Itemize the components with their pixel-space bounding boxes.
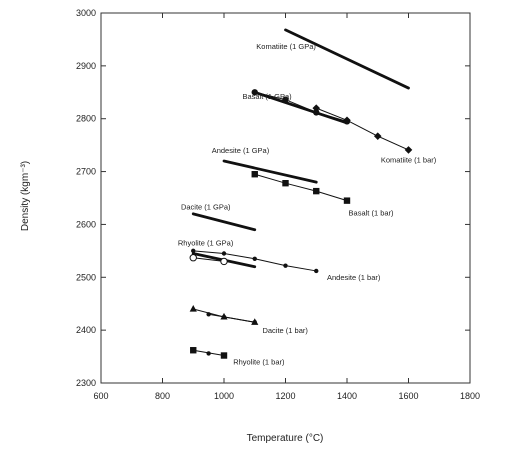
x-tick-label: 800 (155, 391, 170, 401)
annotation-label: Andesite (1 GPa) (212, 146, 270, 155)
annotation-label: Andesite (1 bar) (327, 273, 381, 282)
x-tick-label: 1200 (275, 391, 295, 401)
annotation-label: Rhyolite (1 bar) (233, 358, 285, 367)
y-tick-label: 2800 (76, 114, 96, 124)
y-tick-label: 3000 (76, 8, 96, 18)
data-point-open-circle (189, 254, 197, 262)
data-point-square (343, 197, 351, 204)
y-tick-label: 2300 (76, 378, 96, 388)
series-line (253, 90, 349, 125)
x-tick-label: 1600 (398, 391, 418, 401)
x-tick-label: 1400 (337, 391, 357, 401)
y-tick-label: 2500 (76, 272, 96, 282)
data-point-square (282, 180, 289, 187)
data-point-diamond (373, 132, 382, 140)
annotation-label: Basalt (1 GPa) (242, 92, 292, 101)
y-tick-label: 2600 (76, 219, 96, 229)
data-point-dot (283, 263, 288, 268)
y-tick-label: 2700 (76, 167, 96, 177)
axis-ticks: 600 800 1000 1200 1400 1600 1800 2300 2400 2500 26… (76, 8, 480, 401)
data-point-dot (314, 268, 319, 274)
annotation-label: Rhyolite (1 GPa) (178, 239, 234, 248)
series-line (191, 212, 257, 232)
data-point-dot (221, 314, 227, 320)
series-line (208, 313, 256, 323)
data-point-circle (282, 96, 289, 103)
x-axis-label: Temperature (°C) (247, 433, 324, 444)
data-point-triangle (189, 305, 197, 312)
data-point-dot (191, 248, 196, 254)
data-point-dot (252, 320, 257, 325)
series-line (315, 107, 409, 151)
annotation-label: Dacite (1 GPa) (181, 203, 231, 212)
data-point-diamond (404, 146, 413, 154)
data-point-dot (206, 312, 211, 317)
annotation-label: Basalt (1 bar) (349, 208, 395, 217)
annotation-label: Komatiite (1 bar) (381, 156, 437, 165)
series-line (222, 159, 318, 184)
annotation-label: Komatiite (1 GPa) (256, 42, 316, 51)
annotation-layer: Komatiite (1 GPa) Basalt (1 GPa) Andesite … (178, 42, 437, 367)
data-point-dot (206, 351, 211, 356)
data-point-square (220, 352, 228, 359)
x-tick-label: 600 (93, 391, 108, 401)
data-point-dot (221, 251, 227, 256)
x-tick-label: 1800 (460, 391, 480, 401)
data-point-square (190, 347, 197, 354)
data-point-circle (313, 109, 320, 116)
y-tick-label: 2400 (76, 325, 96, 335)
series-line (254, 173, 348, 202)
data-point-circle (251, 89, 258, 96)
series-line (192, 257, 225, 262)
y-tick-label: 2900 (76, 61, 96, 71)
data-point-dot (252, 256, 257, 261)
annotation-label: Dacite (1 bar) (262, 326, 308, 335)
series-layer (189, 28, 413, 359)
data-point-square (251, 171, 258, 178)
data-point-square (313, 187, 320, 195)
series-line (284, 28, 410, 90)
y-axis-label: Density (kgm⁻³) (20, 161, 31, 231)
series-line (254, 91, 348, 122)
data-point-circle (343, 118, 351, 125)
x-tick-label: 1000 (214, 391, 234, 401)
data-point-open-circle (220, 257, 228, 266)
